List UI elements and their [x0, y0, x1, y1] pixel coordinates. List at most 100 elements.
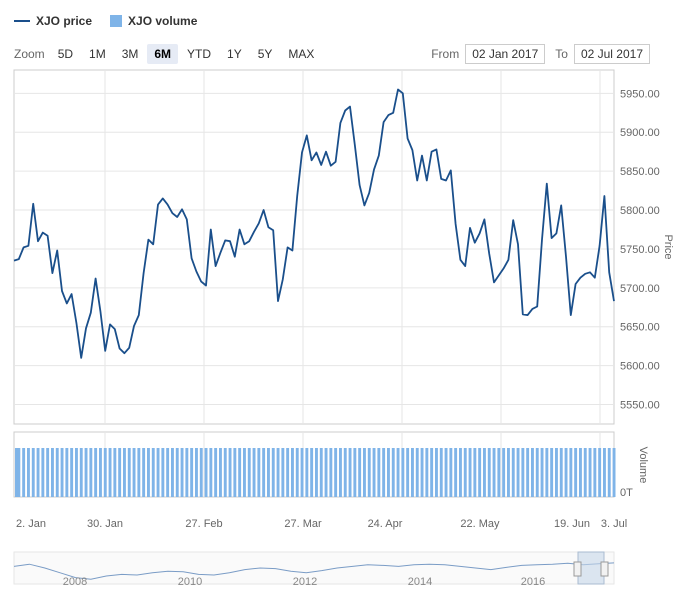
to-date-input[interactable]: 02 Jul 2017: [573, 44, 650, 64]
volume-bar: [502, 448, 506, 497]
price-tick-label: 5650.00: [620, 322, 660, 334]
volume-bar: [199, 448, 203, 497]
price-tick-label: 5600.00: [620, 361, 660, 373]
volume-bar: [463, 448, 467, 497]
bar-series-icon: [110, 15, 123, 27]
volume-bar: [252, 448, 256, 497]
volume-tick-label: 0T: [620, 487, 633, 499]
volume-bar: [492, 448, 496, 497]
volume-bar: [406, 448, 410, 497]
volume-bar: [473, 448, 477, 497]
range-button-6m[interactable]: 6M: [147, 44, 179, 64]
volume-bar: [511, 448, 515, 497]
from-date-input[interactable]: 02 Jan 2017: [465, 44, 546, 64]
price-axis-title: Price: [662, 234, 674, 259]
volume-bar: [17, 448, 21, 497]
price-tick-label: 5800.00: [620, 205, 660, 217]
volume-bar: [60, 448, 64, 497]
price-tick-label: 5750.00: [620, 244, 660, 256]
volume-bar: [70, 448, 74, 497]
volume-bar: [103, 448, 107, 497]
volume-bar: [281, 448, 285, 497]
volume-bar: [315, 448, 318, 497]
x-tick-label: 3. Jul: [601, 518, 627, 530]
range-button-ytd[interactable]: YTD: [187, 47, 212, 61]
range-button-1y[interactable]: 1Y: [227, 47, 242, 61]
volume-bar: [118, 448, 122, 497]
x-tick-label: 19. Jun: [554, 518, 590, 530]
volume-bar: [127, 448, 131, 497]
range-button-3m[interactable]: 3M: [121, 47, 139, 61]
range-button-1m[interactable]: 1M: [89, 47, 106, 61]
volume-bar: [454, 448, 458, 497]
volume-bar: [84, 448, 88, 497]
volume-bar: [310, 448, 314, 497]
volume-bar: [334, 448, 338, 497]
volume-bar: [382, 448, 386, 497]
legend-price-label: XJO price: [36, 14, 93, 28]
volume-bar: [324, 448, 328, 497]
volume-bar: [291, 448, 294, 497]
volume-bar: [219, 448, 222, 497]
volume-bar: [545, 448, 549, 497]
volume-bar: [353, 448, 357, 497]
range-selector: Zoom 5D 1M 3M 6M YTD 1Y 5Y MAX: [14, 44, 323, 64]
range-button-5y[interactable]: 5Y: [257, 47, 273, 61]
volume-bar: [79, 448, 83, 497]
volume-bar: [391, 448, 395, 497]
volume-bar: [319, 448, 323, 497]
volume-bar: [300, 448, 304, 497]
volume-bar: [108, 448, 112, 497]
range-button-max[interactable]: MAX: [288, 47, 315, 61]
volume-bar: [190, 448, 194, 497]
volume-bar: [22, 448, 26, 497]
x-tick-label: 22. May: [460, 518, 500, 530]
volume-bar: [435, 448, 438, 497]
volume-bar: [358, 448, 362, 497]
navigator-tick-label: 2008: [63, 576, 87, 588]
volume-bar: [420, 448, 424, 497]
volume-bar: [267, 448, 270, 497]
volume-bar: [243, 448, 246, 497]
volume-bar: [598, 448, 602, 497]
volume-bar: [377, 448, 381, 497]
volume-bar: [396, 448, 400, 497]
volume-bar: [156, 448, 160, 497]
volume-bar: [550, 448, 554, 497]
x-tick-label: 27. Feb: [185, 518, 222, 530]
navigator-tick-label: 2010: [178, 576, 202, 588]
navigator-frame: [13, 551, 615, 585]
x-tick-label: 30. Jan: [87, 518, 123, 530]
volume-bar: [564, 448, 568, 497]
volume-axis-title: Volume: [637, 447, 649, 484]
volume-bar: [555, 448, 558, 497]
volume-bar: [31, 448, 35, 497]
legend-item-volume[interactable]: XJO volume: [110, 14, 197, 28]
legend-volume-label: XJO volume: [128, 14, 198, 28]
chart-legend: XJO price XJO volume: [14, 14, 197, 28]
volume-bar: [151, 448, 155, 497]
volume-bar: [583, 448, 587, 497]
volume-bar: [305, 448, 309, 497]
volume-bar: [497, 448, 501, 497]
navigator-tick-label: 2014: [408, 576, 432, 588]
price-plot-frame: [13, 69, 615, 425]
x-tick-label: 27. Mar: [284, 518, 322, 530]
volume-bar: [180, 448, 184, 497]
volume-bar: [521, 448, 525, 497]
volume-bar: [142, 448, 146, 497]
volume-bar: [214, 448, 218, 497]
range-button-5d[interactable]: 5D: [57, 47, 74, 61]
volume-bar: [132, 448, 136, 497]
volume-bar: [367, 448, 371, 497]
volume-bar: [343, 448, 347, 497]
volume-bar: [348, 448, 352, 497]
legend-item-price[interactable]: XJO price: [14, 14, 92, 28]
x-tick-label: 2. Jan: [16, 518, 46, 530]
volume-bar: [579, 448, 582, 497]
volume-bar: [363, 448, 366, 497]
volume-bar: [295, 448, 299, 497]
volume-bar: [185, 448, 189, 497]
volume-bar: [113, 448, 117, 497]
